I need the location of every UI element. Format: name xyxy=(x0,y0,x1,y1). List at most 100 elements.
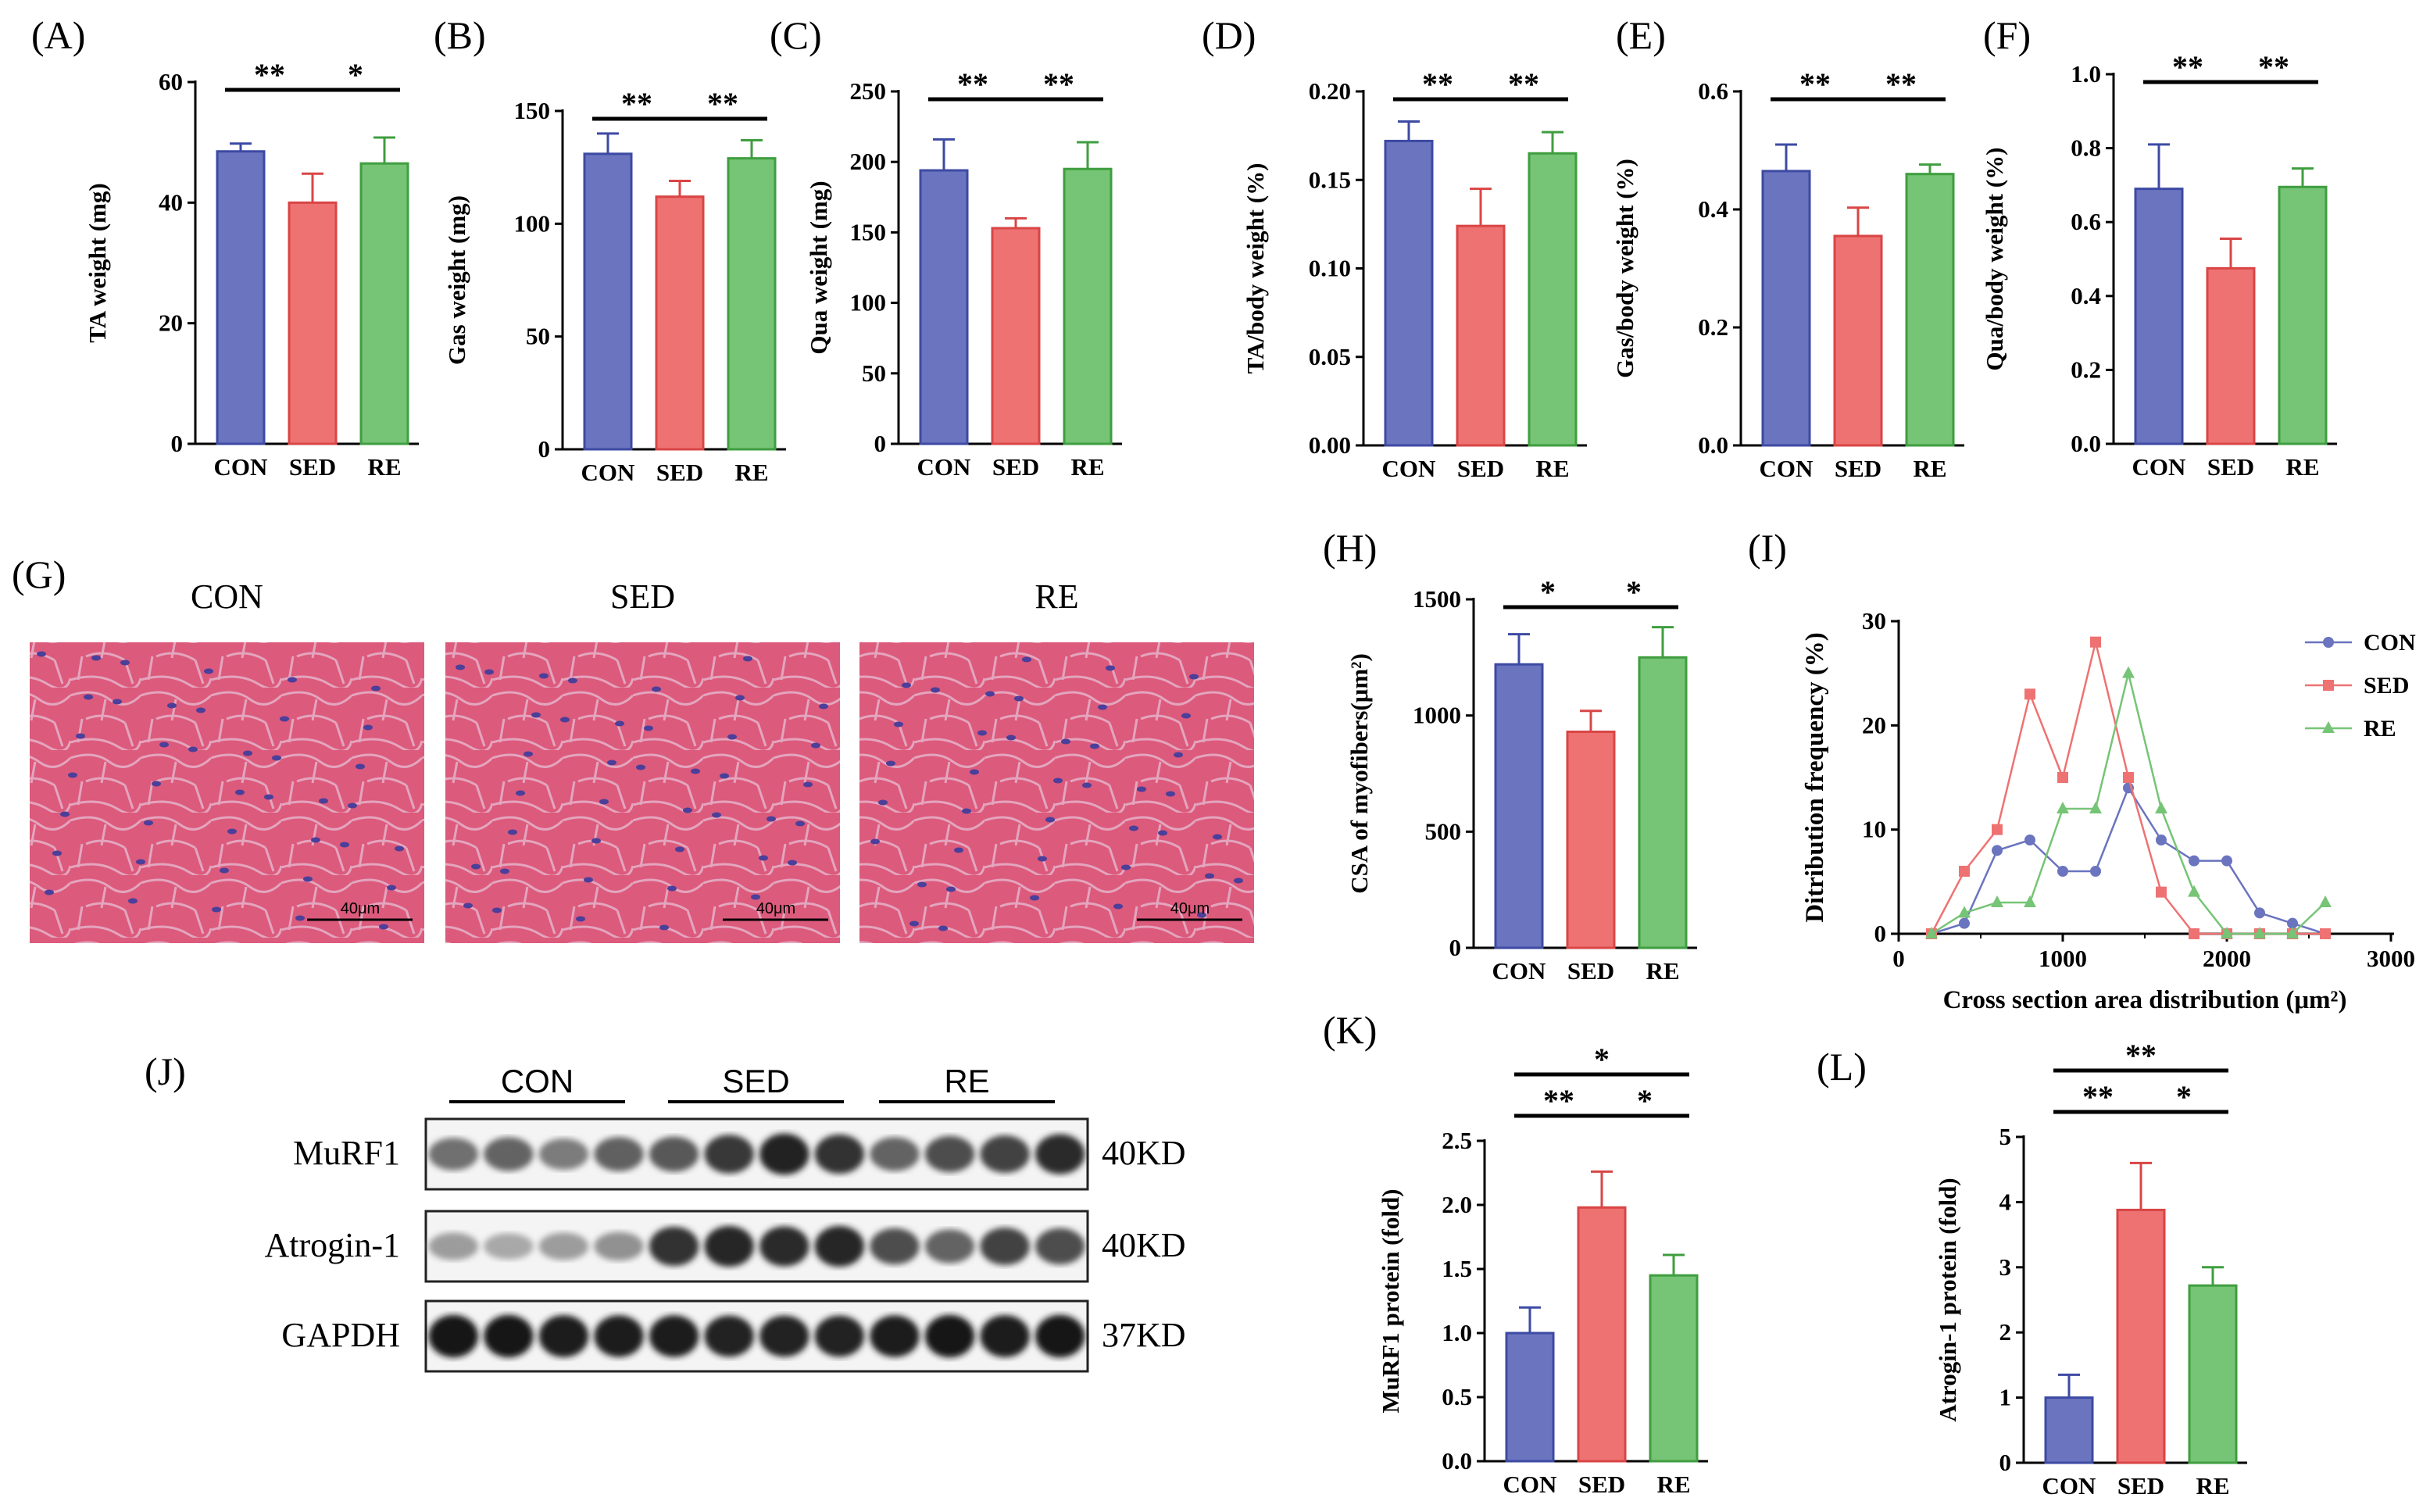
y-tick-label: 1.5 xyxy=(1442,1255,1472,1282)
data-point-con xyxy=(2221,855,2232,867)
significance-marker: ** xyxy=(2258,49,2289,84)
bar-panel-k: (K) 0.0 0.5 1.0 1.5 2.0 2.5 MuRF1 protein (fold… xyxy=(1323,1008,1708,1498)
blot-band xyxy=(428,1232,479,1260)
significance-marker: ** xyxy=(621,86,652,121)
x-tick-label: RE xyxy=(1070,453,1104,481)
nucleus xyxy=(977,730,987,736)
significance-marker: ** xyxy=(1885,66,1917,102)
data-point-sed xyxy=(2156,886,2167,898)
nucleus xyxy=(1205,873,1214,879)
bar-con xyxy=(1384,139,1434,447)
nucleus xyxy=(1030,895,1039,901)
data-point-con xyxy=(1959,917,1970,929)
data-point-con xyxy=(2057,866,2068,877)
y-tick-label: 10 xyxy=(1862,816,1886,843)
blot-band xyxy=(594,1315,644,1357)
significance-marker: ** xyxy=(1508,66,1539,102)
significance-marker: * xyxy=(1594,1042,1610,1077)
bar-panel-b: (B) 0 50 100 150 Gas weight (mg) CON SED RE ** ** xyxy=(434,13,786,486)
series-line-con xyxy=(1931,785,2326,935)
y-tick-label: 0 xyxy=(1449,934,1462,961)
fiber-texture xyxy=(445,642,840,943)
data-point-con xyxy=(1992,845,2003,856)
bar-panel-f: (F) 0.0 0.2 0.4 0.6 0.8 1.0 Qua/body weight (%)… xyxy=(1981,13,2337,481)
x-tick-label: SED xyxy=(289,453,336,481)
nucleus xyxy=(1137,786,1146,792)
nucleus xyxy=(136,859,145,865)
y-axis-label: TA weight (mg) xyxy=(84,183,111,342)
y-axis-label: Qua weight (mg) xyxy=(805,181,832,354)
panel-label: (H) xyxy=(1323,526,1377,570)
x-tick-label: SED xyxy=(1457,455,1504,482)
significance-marker: ** xyxy=(707,86,738,121)
bar-re xyxy=(1528,152,1578,447)
legend-label: CON xyxy=(2364,630,2416,656)
y-tick-label: 2.5 xyxy=(1442,1127,1472,1154)
nucleus xyxy=(811,742,820,749)
nucleus xyxy=(235,789,245,795)
nucleus xyxy=(68,772,77,778)
nucleus xyxy=(288,677,297,683)
data-point-sed xyxy=(1959,866,1970,877)
significance-marker: ** xyxy=(1422,66,1453,102)
nucleus xyxy=(938,925,948,931)
y-axis-label: CSA of myofibers(μm²) xyxy=(1345,653,1373,894)
legend-label: RE xyxy=(2364,716,2396,742)
y-tick-label: 3 xyxy=(1999,1253,2012,1281)
nucleus xyxy=(272,755,281,761)
nucleus xyxy=(1129,825,1138,831)
bar-panel-h: (H) 0 500 1000 1500 CSA of myofibers(μm²) CON S… xyxy=(1323,526,1697,985)
x-tick-label: CON xyxy=(2042,1472,2096,1499)
nucleus xyxy=(516,790,525,796)
nucleus xyxy=(76,733,85,739)
bar-sed xyxy=(1833,234,1883,447)
data-point-con xyxy=(2090,866,2101,877)
x-tick-label: RE xyxy=(2196,1472,2229,1499)
nucleus xyxy=(1098,704,1107,710)
y-tick-label: 0.2 xyxy=(1698,313,1728,341)
y-tick-label: 0 xyxy=(538,435,551,463)
nucleus xyxy=(954,847,963,853)
blot-band xyxy=(759,1315,809,1357)
bar-re xyxy=(1063,167,1113,445)
blot-row-label: Atrogin-1 xyxy=(264,1226,400,1264)
nucleus xyxy=(599,799,609,805)
panel-label: (C) xyxy=(770,13,822,57)
significance-marker: * xyxy=(1540,574,1556,609)
y-tick-label: 100 xyxy=(514,209,551,237)
blot-band xyxy=(484,1233,534,1260)
panel-label: (J) xyxy=(145,1049,186,1093)
bar-re xyxy=(2188,1284,2238,1464)
nucleus xyxy=(931,687,940,693)
legend-label: SED xyxy=(2364,673,2409,699)
y-tick-label: 1000 xyxy=(1413,702,1461,729)
nucleus xyxy=(1181,713,1191,719)
scale-bar-label: 40μm xyxy=(756,900,795,917)
significance-marker: ** xyxy=(1543,1083,1574,1118)
bar-re xyxy=(1638,656,1688,949)
nucleus xyxy=(91,655,101,661)
series-line-re xyxy=(1931,673,2326,935)
nucleus xyxy=(1158,830,1167,836)
blot-size-label: 40KD xyxy=(1102,1226,1186,1264)
nucleus xyxy=(128,898,138,904)
data-point-re xyxy=(2286,927,2299,938)
blot-band xyxy=(924,1135,975,1173)
data-point-re xyxy=(2253,927,2266,938)
y-tick-label: 5 xyxy=(1999,1123,2012,1150)
nucleus xyxy=(675,846,684,853)
nucleus xyxy=(1106,665,1115,671)
nucleus xyxy=(463,903,473,909)
blot-band xyxy=(759,1226,809,1267)
y-tick-label: 0.00 xyxy=(1309,431,1351,459)
x-tick-label: SED xyxy=(992,453,1039,481)
nucleus xyxy=(159,742,169,748)
blot-band xyxy=(814,1225,865,1267)
x-tick-label: RE xyxy=(2285,453,2319,481)
panel-label: (D) xyxy=(1202,13,1256,57)
nucleus xyxy=(539,673,549,679)
bar-sed xyxy=(655,195,705,451)
significance-marker: * xyxy=(1637,1083,1653,1118)
nucleus xyxy=(371,685,381,692)
